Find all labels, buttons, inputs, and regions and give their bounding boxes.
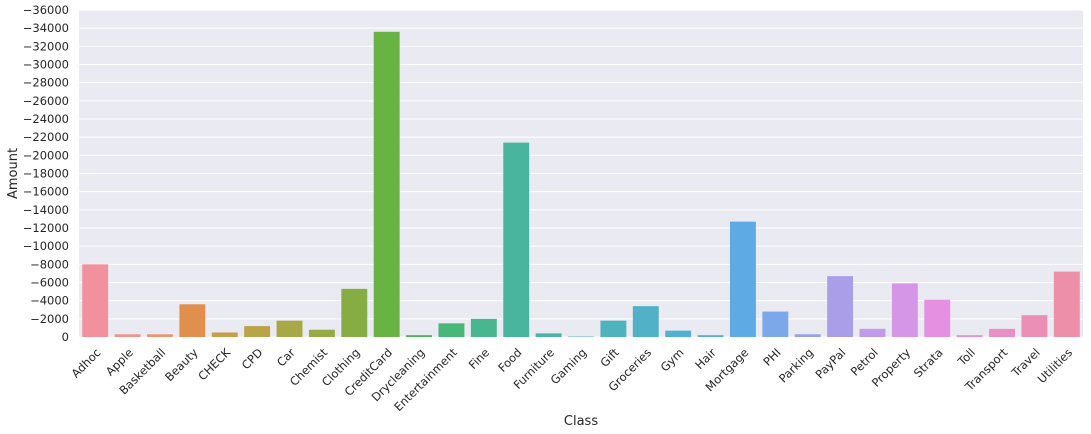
bar-property [891, 283, 918, 337]
y-tick-label: −22000 [23, 130, 69, 144]
x-axis-title: Class [564, 414, 598, 429]
bar-groceries [632, 306, 659, 337]
y-tick-label: −26000 [23, 94, 69, 108]
y-tick-label: −24000 [23, 112, 69, 126]
y-tick-label: −32000 [23, 39, 69, 53]
x-tick-label: Food [495, 345, 524, 374]
y-tick-label: −16000 [23, 185, 69, 199]
y-tick-label: −6000 [30, 276, 69, 290]
bar-basketball [147, 334, 173, 337]
y-axis-title: Amount [6, 148, 21, 199]
bar-chemist [308, 329, 335, 337]
y-tick-label: −8000 [30, 257, 69, 271]
x-tick-label: Parking [776, 345, 816, 385]
bar-check [211, 332, 238, 337]
bar-mortgage [729, 221, 756, 337]
bars [82, 31, 1080, 338]
x-tick-label: CPD [239, 345, 266, 372]
x-tick-label: Adhoc [68, 345, 103, 380]
x-tick-label: Gift [597, 345, 622, 370]
bar-beauty [179, 304, 206, 337]
bar-toll [956, 335, 983, 337]
bar-clothing [341, 288, 368, 337]
x-tick-label: Car [274, 345, 298, 369]
x-tick-label: Gaming [548, 345, 590, 387]
bar-travel [1021, 315, 1048, 337]
y-tick-label: −30000 [23, 58, 69, 72]
x-tick-label: Hair [692, 345, 719, 372]
bar-paypal [827, 276, 854, 337]
bar-gift [600, 320, 627, 337]
bar-fine [470, 318, 497, 337]
x-tick-label: Strata [911, 345, 946, 380]
x-tick-label: PHI [760, 345, 783, 368]
bar-cpd [244, 326, 271, 337]
y-tick-labels: 0 −2000 −4000 −6000 −8000 −10000 −12000 −14000 −… [23, 3, 69, 344]
x-tick-label: CHECK [195, 345, 233, 383]
bar-transport [989, 328, 1015, 337]
y-tick-label: −10000 [23, 239, 69, 253]
bar-car [276, 320, 303, 337]
bar-parking [794, 334, 821, 337]
bar-adhoc [82, 264, 109, 337]
bar-creditcard [373, 31, 400, 338]
y-tick-label: −34000 [23, 21, 69, 35]
y-tick-label: −36000 [23, 3, 69, 17]
y-tick-label: −2000 [30, 312, 69, 326]
grid-lines [79, 9, 1083, 338]
y-tick-label: −28000 [23, 76, 69, 90]
y-tick-label: −4000 [30, 294, 69, 308]
x-tick-label: Utilities [1035, 345, 1076, 386]
y-tick-label: −18000 [23, 167, 69, 181]
bar-food [503, 142, 530, 337]
bar-strata [924, 299, 951, 337]
bar-entertainment [438, 323, 465, 337]
bar-hair [697, 335, 724, 337]
bar-phi [762, 311, 789, 337]
bar-apple [114, 334, 141, 337]
x-tick-label: Toll [954, 345, 978, 369]
bar-utilities [1053, 271, 1080, 337]
x-tick-label: Fine [466, 345, 492, 371]
x-tick-label: PayPal [812, 345, 848, 381]
bar-gym [665, 330, 692, 337]
bar-drycleaning [406, 335, 433, 337]
bar-petrol [859, 328, 886, 337]
y-tick-label: −14000 [23, 203, 69, 217]
bar-furniture [535, 333, 562, 337]
x-tick-label: Beauty [162, 345, 201, 384]
y-tick-label: 0 [62, 330, 69, 344]
x-tick-label: Gym [658, 345, 687, 374]
y-tick-label: −12000 [23, 221, 69, 235]
y-tick-label: −20000 [23, 148, 69, 162]
